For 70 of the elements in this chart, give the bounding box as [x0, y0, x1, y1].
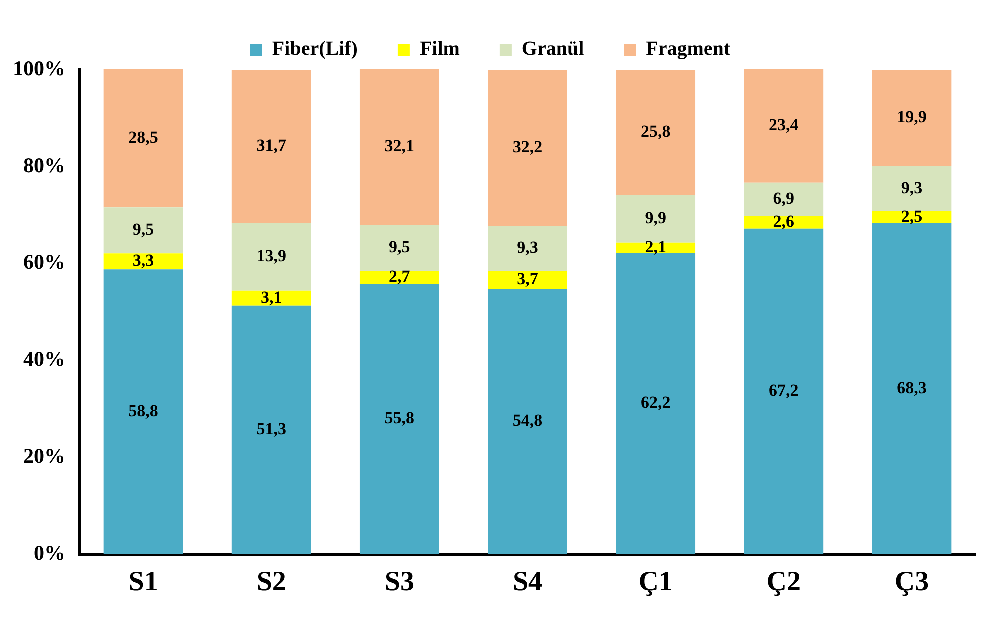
bar: [616, 70, 696, 195]
legend-label: Granül: [522, 38, 585, 60]
data-label: 3,3: [132, 250, 154, 270]
legend-label: Fiber(Lif): [272, 38, 358, 60]
bar: [744, 228, 824, 554]
y-tick-label: 20%: [24, 444, 66, 468]
x-tick-label: Ç1: [638, 566, 673, 598]
bar: [232, 290, 312, 306]
bar: [360, 271, 440, 284]
bar: [360, 70, 440, 226]
y-tick-label: 40%: [24, 347, 66, 372]
data-label: 28,5: [128, 128, 158, 147]
bar: [232, 224, 312, 291]
data-label: 51,3: [256, 420, 286, 439]
data-label: 58,8: [128, 401, 158, 420]
bar: [488, 70, 568, 226]
x-tick-label: S4: [512, 566, 543, 598]
bar: [488, 288, 568, 554]
bar: [232, 306, 312, 554]
data-label: 9,5: [132, 220, 154, 239]
x-tick-label: Ç2: [766, 566, 802, 598]
bar: [104, 254, 184, 270]
data-label: 3,7: [517, 269, 539, 288]
bar: [232, 70, 312, 224]
bar: [744, 182, 824, 216]
data-label: 13,9: [256, 246, 286, 266]
bar: [616, 194, 696, 243]
y-tick-label: 100%: [13, 56, 66, 80]
bar: [104, 270, 184, 554]
data-label: 23,4: [769, 116, 800, 135]
data-label: 9,3: [901, 178, 923, 198]
bar: [872, 166, 952, 212]
x-tick-label: S1: [128, 566, 158, 598]
bar: [488, 226, 568, 272]
data-label: 2,5: [901, 206, 923, 226]
x-tick-label: S2: [256, 566, 286, 598]
y-tick-label: 60%: [24, 250, 66, 274]
x-tick-label: Ç3: [894, 566, 930, 598]
data-label: 25,8: [640, 122, 671, 141]
bar: [488, 271, 568, 289]
legend-label: Film: [420, 38, 460, 60]
bar: [360, 284, 440, 554]
bar: [360, 225, 440, 272]
bar: [872, 224, 952, 554]
data-label: 2,1: [645, 237, 666, 256]
data-label: 19,9: [897, 108, 927, 127]
data-label: 67,2: [769, 381, 799, 400]
data-label: 62,2: [640, 393, 671, 412]
data-label: 31,7: [256, 136, 287, 156]
data-label: 9,9: [645, 208, 666, 228]
x-tick-label: S3: [384, 566, 414, 598]
data-label: 32,1: [384, 136, 415, 156]
bar: [104, 208, 184, 254]
data-label: 32,2: [512, 137, 543, 156]
bar: [744, 70, 824, 183]
data-label: 54,8: [512, 411, 543, 430]
data-label: 2,6: [773, 212, 795, 231]
y-tick-label: 0%: [34, 540, 66, 565]
data-label: 3,1: [260, 288, 282, 307]
y-tick-label: 80%: [24, 153, 66, 178]
data-label: 9,3: [517, 238, 538, 257]
data-label: 2,7: [389, 266, 411, 286]
data-label: 6,9: [773, 188, 795, 208]
data-label: 55,8: [384, 408, 415, 428]
legend-label: Fragment: [646, 38, 731, 60]
data-label: 68,3: [897, 378, 927, 398]
bar: [104, 70, 184, 208]
data-label: 9,5: [389, 237, 410, 256]
bar: [872, 70, 952, 166]
bar: [616, 253, 696, 554]
